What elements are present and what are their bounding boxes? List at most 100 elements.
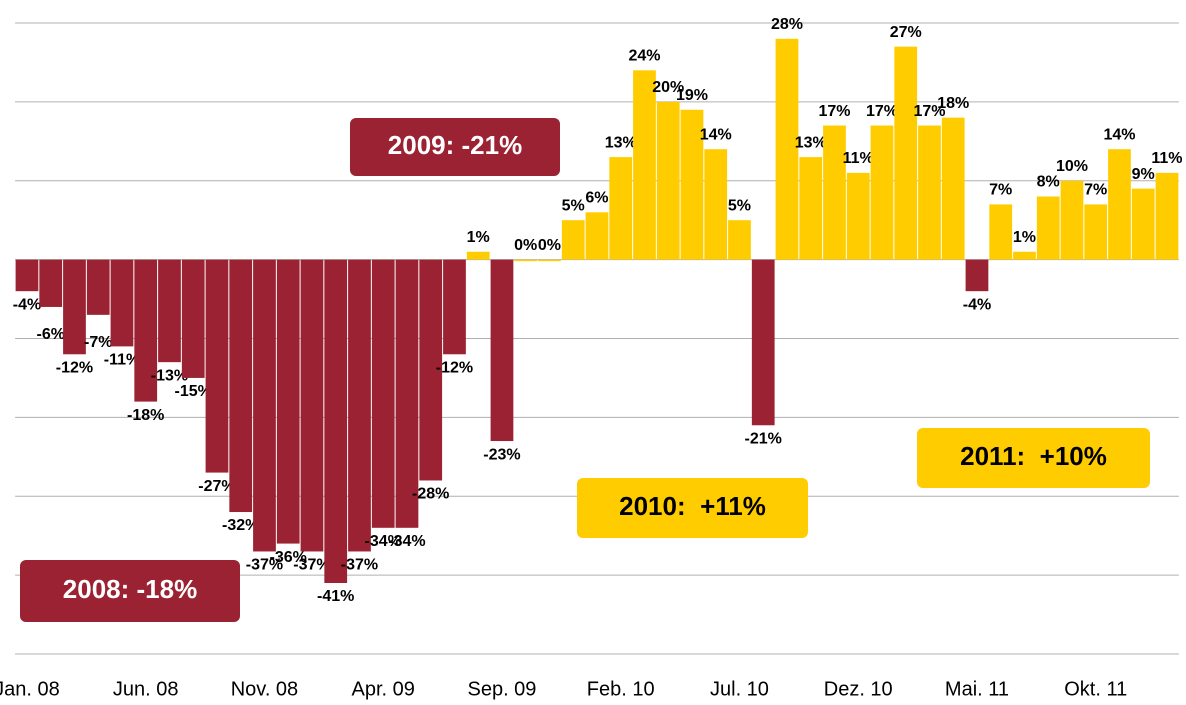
value-label: 28% (771, 16, 803, 33)
bar (1084, 204, 1108, 260)
value-label: 18% (937, 95, 969, 112)
annotation-box (577, 478, 808, 538)
bar (395, 259, 419, 528)
value-label: -34% (388, 533, 425, 550)
bar (466, 251, 490, 260)
bar (751, 259, 775, 426)
annotation: 2008: -18% (63, 574, 197, 604)
value-label: -23% (483, 446, 520, 463)
x-tick-label: Sep. 09 (467, 678, 536, 700)
value-label: 7% (1084, 182, 1107, 199)
value-label: 14% (1103, 126, 1135, 143)
bar (1131, 188, 1155, 260)
value-label: 17% (913, 103, 945, 120)
bar (633, 70, 656, 260)
bar (39, 259, 63, 307)
x-tick-label: Mai. 11 (945, 678, 1009, 700)
bar (181, 259, 205, 378)
value-label: 7% (989, 182, 1012, 199)
bar (728, 220, 751, 260)
value-label: 19% (676, 87, 708, 104)
value-label: -36% (270, 549, 307, 566)
bar (229, 259, 253, 513)
bar (965, 259, 989, 292)
value-label: 9% (1132, 166, 1155, 183)
bar (609, 157, 633, 260)
value-label: -37% (293, 557, 330, 574)
value-label: 5% (728, 197, 751, 214)
bar (989, 204, 1013, 260)
bar (443, 259, 466, 355)
value-label: -12% (56, 359, 93, 376)
bar (110, 259, 134, 347)
bar (775, 38, 799, 260)
value-label: 24% (628, 48, 660, 65)
value-label: -4% (963, 296, 991, 313)
bar (253, 259, 276, 552)
value-label: 17% (866, 103, 898, 120)
value-label: 0% (538, 237, 561, 254)
value-label: -11% (104, 352, 140, 369)
x-tick-label: Nov. 08 (231, 678, 298, 700)
annotation: 2010: +11% (619, 491, 766, 521)
bar (870, 125, 894, 260)
value-label: 11% (1151, 150, 1182, 167)
annotation-box (20, 560, 240, 622)
bar (276, 259, 300, 544)
bar (894, 46, 918, 260)
annotation: 2009: -21% (388, 130, 522, 160)
bar (941, 117, 965, 260)
bar (704, 149, 728, 260)
x-tick-label: Jul. 10 (710, 678, 769, 700)
value-label: -13% (151, 367, 188, 384)
value-label: -21% (745, 430, 782, 447)
value-label: 27% (890, 24, 922, 41)
value-label: 13% (795, 134, 827, 151)
value-label: 20% (652, 79, 684, 96)
bar (1036, 196, 1060, 260)
x-tick-label: Apr. 09 (352, 678, 415, 700)
bar (419, 259, 443, 481)
bar (846, 172, 870, 260)
x-tick-label: Dez. 10 (824, 678, 893, 700)
value-label: -34% (365, 533, 402, 550)
bar (15, 259, 39, 292)
bar (324, 259, 348, 584)
value-label: -28% (412, 486, 449, 503)
value-label: -32% (222, 517, 259, 534)
bar (561, 220, 585, 260)
annotation: 2011: +10% (960, 441, 1107, 471)
bar (63, 259, 86, 355)
x-tick-label: Feb. 10 (587, 678, 655, 700)
bar (514, 259, 538, 262)
annotation-box (917, 428, 1150, 488)
bar (585, 212, 609, 260)
bar (656, 101, 680, 260)
value-label: 10% (1056, 158, 1088, 175)
bar (300, 259, 324, 552)
value-label: 0% (514, 237, 537, 254)
x-tick-label: Jan. 08 (0, 678, 60, 700)
value-label: -6% (36, 326, 64, 343)
bar (1108, 149, 1131, 260)
bar (490, 259, 514, 442)
bar (680, 109, 704, 260)
bar (1155, 172, 1179, 260)
x-tick-label: Okt. 11 (1064, 678, 1127, 700)
bar (918, 125, 941, 260)
value-label: -7% (84, 334, 112, 351)
x-tick-label: Jun. 08 (113, 678, 179, 700)
value-label: -27% (198, 478, 235, 495)
annotation-box (350, 118, 560, 176)
value-label: 1% (1013, 229, 1036, 246)
bar (823, 125, 846, 260)
bar (1013, 251, 1036, 260)
value-label: -4% (13, 296, 41, 313)
value-label: 8% (1037, 174, 1060, 191)
bar (538, 259, 561, 262)
value-label: 13% (605, 134, 637, 151)
value-label: -12% (436, 359, 473, 376)
value-label: -15% (175, 383, 212, 400)
bar (205, 259, 229, 473)
